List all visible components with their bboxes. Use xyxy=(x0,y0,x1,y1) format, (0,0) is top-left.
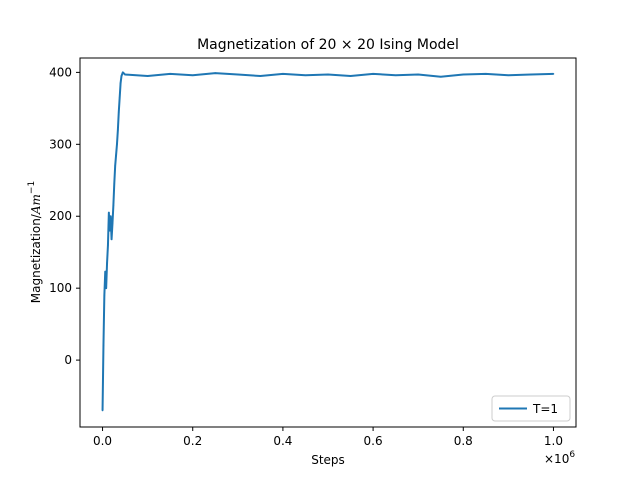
data-point xyxy=(146,75,149,77)
y-tick-label: 300 xyxy=(49,137,72,151)
y-axis-label-unit: Am xyxy=(29,194,43,215)
x-offset-exponent: 6 xyxy=(569,450,575,460)
x-offset-text: ×106 xyxy=(544,450,575,466)
x-offset-base: ×10 xyxy=(544,452,569,466)
data-point xyxy=(118,96,121,99)
data-point xyxy=(115,154,117,156)
data-point xyxy=(485,73,487,75)
legend-box xyxy=(491,395,571,422)
data-point xyxy=(552,73,555,75)
data-point xyxy=(106,262,108,264)
data-point xyxy=(119,82,122,84)
data-point xyxy=(116,143,118,146)
data-point xyxy=(111,222,114,225)
data-point xyxy=(105,287,107,289)
data-point xyxy=(304,74,307,77)
data-point xyxy=(120,75,123,77)
data-point xyxy=(109,215,112,218)
y-tick-label: 0 xyxy=(64,353,72,367)
y-tick-label: 400 xyxy=(49,65,72,79)
axes-frame xyxy=(79,57,577,428)
data-point xyxy=(113,183,116,185)
data-point xyxy=(102,344,105,347)
data-point xyxy=(372,73,374,75)
data-point xyxy=(462,73,465,76)
y-tick-label: 200 xyxy=(49,209,72,223)
data-point xyxy=(117,111,120,113)
x-tick-label: 1.0 xyxy=(544,434,563,448)
x-tick-label: 0.2 xyxy=(183,434,202,448)
data-point xyxy=(103,294,106,297)
data-point xyxy=(349,75,352,77)
x-axis-label: Steps xyxy=(311,453,345,467)
x-tick-label: 0.4 xyxy=(273,434,292,448)
data-point xyxy=(101,409,104,412)
data-point xyxy=(117,129,119,131)
data-point xyxy=(530,73,532,76)
data-point xyxy=(114,165,116,167)
x-tick-label: 0.6 xyxy=(364,434,383,448)
y-tick-label: 100 xyxy=(49,281,72,295)
data-point xyxy=(394,74,397,77)
data-point xyxy=(439,75,442,78)
data-point xyxy=(104,270,107,273)
data-point xyxy=(417,73,419,76)
plot-area xyxy=(101,71,555,412)
x-tick-label: 0.0 xyxy=(93,434,112,448)
data-point xyxy=(237,73,239,76)
data-point xyxy=(124,73,126,76)
legend-label-t1: T=1 xyxy=(532,402,558,416)
data-point xyxy=(122,71,124,74)
data-point xyxy=(191,74,194,77)
y-axis-label-exponent: −1 xyxy=(27,181,37,194)
legend: T=1 xyxy=(491,395,571,422)
x-axis: 0.0 0.2 0.4 0.6 0.8 1.0 xyxy=(93,427,563,448)
chart-title: Magnetization of 20 × 20 Ising Model xyxy=(197,37,459,53)
data-point xyxy=(112,204,115,207)
data-point xyxy=(108,211,110,214)
data-point xyxy=(107,244,109,246)
data-point xyxy=(110,238,113,241)
y-axis-label: Magnetization/Am−1 xyxy=(27,181,43,303)
data-point xyxy=(327,73,329,76)
data-point xyxy=(214,72,217,74)
data-point xyxy=(169,73,171,75)
data-point xyxy=(282,73,284,75)
data-point xyxy=(507,74,510,77)
x-tick-label: 0.8 xyxy=(454,434,473,448)
y-axis-label-text: Magnetization/ xyxy=(29,213,43,303)
data-point xyxy=(108,229,111,232)
data-point xyxy=(259,75,262,77)
y-axis: 0 100 200 300 400 xyxy=(49,65,80,367)
